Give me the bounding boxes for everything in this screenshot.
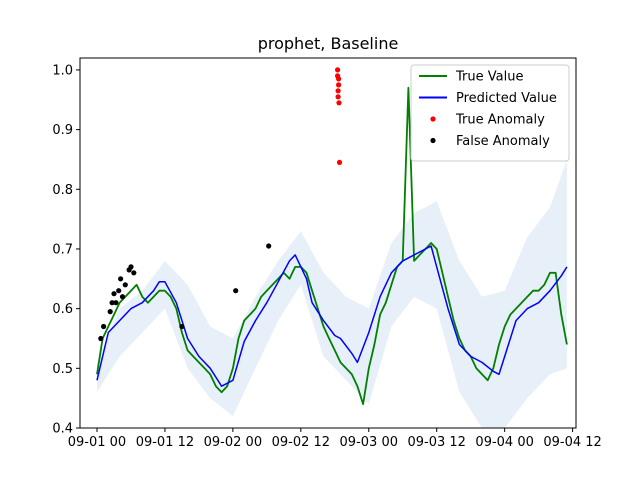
x-axis: 09-01 00 09-01 12 09-02 00 09-02 12 09-03 00… [68,428,602,450]
plot-area-frame [79,57,577,429]
false-anomaly-point [113,300,119,306]
legend-marker-swatch [430,116,436,122]
false-anomaly-point [98,335,104,342]
false-anomaly-point [118,276,124,282]
true-anomaly-point [335,94,341,100]
false-anomaly-point [119,294,126,300]
false-anomaly-point [107,309,113,315]
false-anomaly-point [233,288,239,294]
legend-marker-swatch [430,137,436,144]
x-tick-label: 09-02 00 [204,435,262,450]
false-anomaly-point [122,282,128,288]
false-anomaly-point [179,323,185,330]
series-layer [96,86,568,406]
y-tick-label: 1.0 [52,63,73,78]
chart-title: prophet, Baseline [258,34,399,53]
anomaly-marker-layer [98,67,343,342]
legend-label: True Value [455,70,523,85]
y-tick-label: 0.5 [52,362,73,377]
true-anomaly-point [336,76,342,82]
legend: True Value Predicted Value True Anomaly Fal… [410,64,570,162]
true-anomaly-point [335,67,341,73]
x-tick-label: 09-03 12 [407,435,465,450]
true-anomaly-point [336,100,342,106]
legend-box [410,64,570,162]
series-line-1 [96,86,568,406]
false-anomaly-point [266,243,272,249]
true-anomaly-point [336,159,343,165]
y-tick-label: 0.6 [52,302,73,317]
x-tick-label: 09-02 12 [272,435,330,450]
series-line-2 [96,245,568,387]
x-tick-label: 09-01 00 [68,435,126,450]
y-axis: 0.4 0.5 0.6 0.7 0.8 0.9 1.0 [52,63,80,437]
false-anomaly-point [131,270,137,276]
false-anomaly-point [101,323,107,330]
true-anomaly-point [335,88,341,94]
y-tick-label: 0.8 [52,183,73,198]
y-tick-label: 0.4 [52,422,73,437]
y-tick-label: 0.9 [52,123,73,138]
legend-label: Predicted Value [456,91,557,106]
true-anomaly-point [336,82,342,88]
x-tick-label: 09-03 00 [340,435,398,450]
legend-label: True Anomaly [455,113,545,128]
x-tick-label: 09-04 00 [475,435,533,450]
false-anomaly-point [116,288,122,294]
false-anomaly-point [111,291,117,297]
prediction-interval-band [97,159,567,428]
legend-label: False Anomaly [456,134,550,149]
prediction-interval-layer [97,159,567,428]
false-anomaly-point [109,300,115,306]
x-tick-label: 09-01 12 [136,435,194,450]
false-anomaly-point [128,264,134,270]
x-tick-label: 09-04 12 [543,435,601,450]
y-tick-label: 0.7 [52,242,73,257]
